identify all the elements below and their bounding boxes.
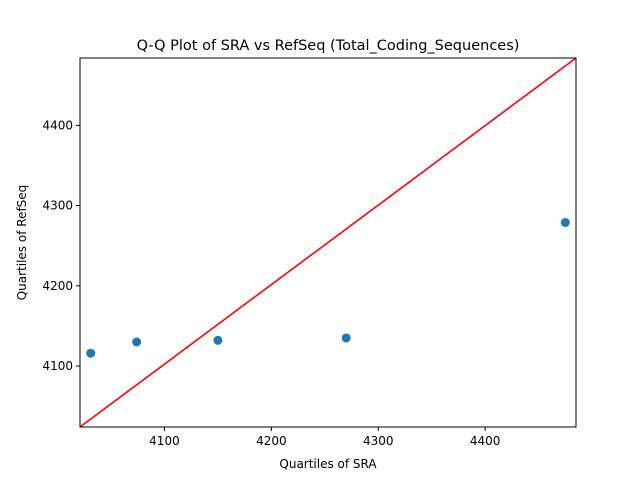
chart-title: Q-Q Plot of SRA vs RefSeq (Total_Coding_…	[137, 38, 520, 54]
x-axis-label: Quartiles of SRA	[279, 457, 377, 471]
plot-area	[80, 58, 576, 427]
x-tick-label: 4200	[256, 434, 287, 448]
x-tick-label: 4100	[149, 434, 180, 448]
y-axis-label: Quartiles of RefSeq	[15, 185, 29, 301]
data-point	[86, 348, 96, 358]
data-point	[560, 217, 570, 227]
data-point	[341, 333, 351, 343]
reference-line	[80, 58, 576, 427]
plot-frame	[79, 57, 577, 428]
y-tick-label: 4400	[42, 118, 73, 132]
x-tick-label: 4300	[363, 434, 394, 448]
data-point	[213, 335, 223, 345]
data-point	[132, 337, 142, 347]
y-tick-label: 4200	[42, 279, 73, 293]
y-tick-label: 4100	[42, 359, 73, 373]
y-tick-label: 4300	[42, 199, 73, 213]
x-tick-label: 4400	[470, 434, 501, 448]
axis-ticks: 4100 4200 4300 4400 4100 4200 4300 4400	[42, 118, 500, 448]
